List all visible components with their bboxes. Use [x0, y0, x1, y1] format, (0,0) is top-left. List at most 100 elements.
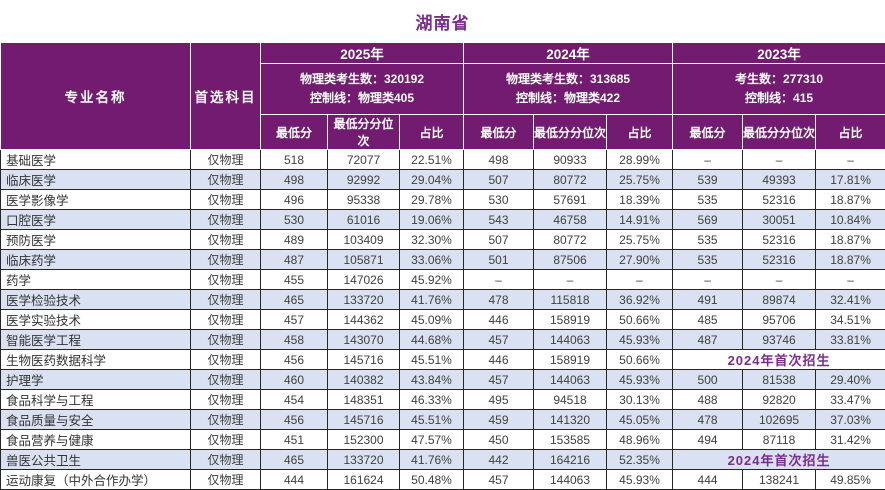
ratio-cell: –: [816, 150, 885, 170]
ratio-cell: 18.87%: [816, 250, 885, 270]
ratio-cell: 29.78%: [400, 190, 464, 210]
ratio-cell: 45.93%: [607, 370, 673, 390]
rank-cell: 141320: [534, 410, 607, 430]
min-score-cell: 496: [261, 190, 328, 210]
ratio-cell: 29.04%: [400, 170, 464, 190]
ratio-cell: 44.68%: [400, 330, 464, 350]
year-info-2025: 物理类考生数：320192 控制线：物理类405: [261, 64, 464, 115]
ratio-cell: 41.76%: [400, 450, 464, 470]
rank-cell: 148351: [328, 390, 400, 410]
rank-cell: –: [534, 270, 607, 290]
min-score-cell: 507: [464, 170, 534, 190]
subject-cell: 仅物理: [191, 470, 261, 490]
min-score-cell: 465: [261, 450, 328, 470]
rank-cell: –: [743, 270, 816, 290]
min-score-cell: 454: [261, 390, 328, 410]
ratio-cell: 50.48%: [400, 470, 464, 490]
ratio-cell: 18.87%: [816, 230, 885, 250]
ratio-cell: 52.35%: [607, 450, 673, 470]
rank-cell: 144362: [328, 310, 400, 330]
rank-cell: 143070: [328, 330, 400, 350]
rank-cell: 147026: [328, 270, 400, 290]
ratio-cell: 28.99%: [607, 150, 673, 170]
specialty-cell: 基础医学: [1, 150, 191, 170]
specialty-cell: 生物医药数据科学: [1, 350, 191, 370]
ratio-cell: 45.92%: [400, 270, 464, 290]
specialty-cell: 口腔医学: [1, 210, 191, 230]
ratio-cell: 45.51%: [400, 350, 464, 370]
min-score-cell: –: [673, 270, 743, 290]
rank-cell: 152300: [328, 430, 400, 450]
ratio-cell: 45.93%: [607, 470, 673, 490]
subject-cell: 仅物理: [191, 170, 261, 190]
specialty-cell: 食品科学与工程: [1, 390, 191, 410]
rank-cell: 57691: [534, 190, 607, 210]
ratio-cell: 49.85%: [816, 470, 885, 490]
ratio-cell: 50.66%: [607, 350, 673, 370]
ratio-cell: 45.51%: [400, 410, 464, 430]
rank-cell: 95706: [743, 310, 816, 330]
rank-cell: 145716: [328, 410, 400, 430]
subcol-ratio-2024: 占比: [607, 115, 673, 150]
ratio-cell: 45.93%: [607, 330, 673, 350]
rank-cell: 92992: [328, 170, 400, 190]
control-line-2023: 控制线：415: [673, 89, 885, 108]
rank-cell: 158919: [534, 350, 607, 370]
ratio-cell: 37.03%: [816, 410, 885, 430]
specialty-cell: 兽医公共卫生: [1, 450, 191, 470]
ratio-cell: 33.47%: [816, 390, 885, 410]
rank-cell: 80772: [534, 170, 607, 190]
min-score-cell: 489: [261, 230, 328, 250]
rank-cell: 105871: [328, 250, 400, 270]
specialty-cell: 食品营养与健康: [1, 430, 191, 450]
subcol-rank-2024: 最低分分位次: [534, 115, 607, 150]
subject-cell: 仅物理: [191, 330, 261, 350]
rank-cell: 93746: [743, 330, 816, 350]
ratio-cell: 14.91%: [607, 210, 673, 230]
ratio-cell: 19.06%: [400, 210, 464, 230]
subcol-min-score-2023: 最低分: [673, 115, 743, 150]
min-score-cell: 487: [673, 330, 743, 350]
min-score-cell: 446: [464, 350, 534, 370]
rank-cell: 144063: [534, 370, 607, 390]
min-score-cell: 451: [261, 430, 328, 450]
ratio-cell: 33.06%: [400, 250, 464, 270]
first-enrollment-note: 2024年首次招生: [673, 450, 885, 470]
min-score-cell: 530: [261, 210, 328, 230]
subject-cell: 仅物理: [191, 230, 261, 250]
rank-cell: 49393: [743, 170, 816, 190]
year-info-2024: 物理类考生数：313685 控制线：物理类422: [464, 64, 673, 115]
candidates-count-2023: 考生数：277310: [673, 70, 885, 89]
control-line-2025: 控制线：物理类405: [261, 89, 463, 108]
rank-cell: 164216: [534, 450, 607, 470]
ratio-cell: 10.84%: [816, 210, 885, 230]
specialty-cell: 护理学: [1, 370, 191, 390]
rank-cell: 90933: [534, 150, 607, 170]
column-header-subject: 首选科目: [191, 43, 261, 150]
subject-cell: 仅物理: [191, 310, 261, 330]
min-score-cell: –: [673, 150, 743, 170]
ratio-cell: 29.40%: [816, 370, 885, 390]
rank-cell: 138241: [743, 470, 816, 490]
min-score-cell: 444: [673, 470, 743, 490]
min-score-cell: 543: [464, 210, 534, 230]
column-header-specialty: 专业名称: [1, 43, 191, 150]
min-score-cell: 457: [464, 370, 534, 390]
ratio-cell: 32.41%: [816, 290, 885, 310]
min-score-cell: 456: [261, 410, 328, 430]
subcol-ratio-2023: 占比: [816, 115, 885, 150]
specialty-cell: 医学影像学: [1, 190, 191, 210]
subject-cell: 仅物理: [191, 250, 261, 270]
min-score-cell: 460: [261, 370, 328, 390]
rank-cell: 115818: [534, 290, 607, 310]
rank-cell: 144063: [534, 470, 607, 490]
min-score-cell: 478: [464, 290, 534, 310]
specialty-cell: 预防医学: [1, 230, 191, 250]
